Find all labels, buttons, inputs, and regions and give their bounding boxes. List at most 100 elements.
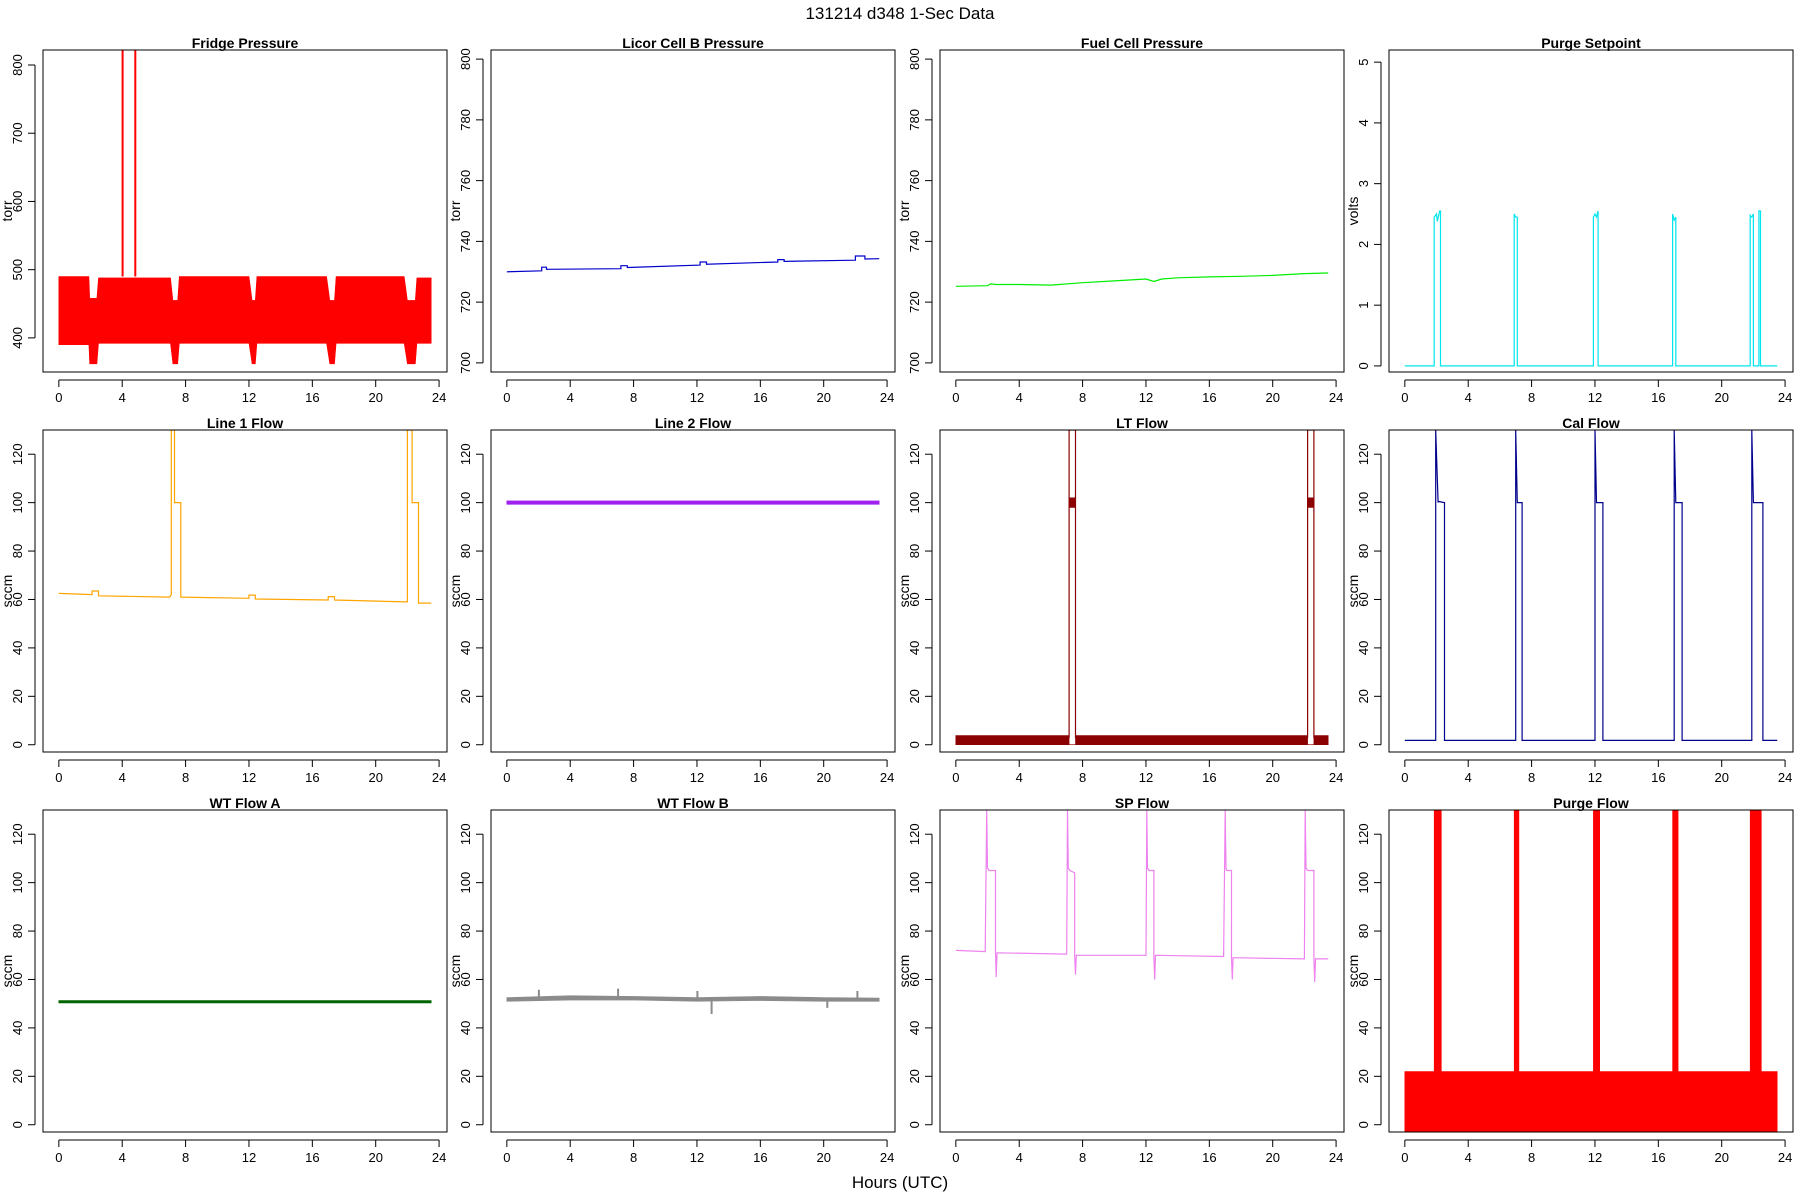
y-tick-label-line-2-flow-80: 80 (458, 544, 473, 558)
x-tick-label-line-2-flow-4: 4 (567, 770, 574, 785)
plot-frame-line-1-flow (42, 429, 448, 753)
plot-area-fridge-pressure (58, 50, 432, 365)
x-tick-label-line-2-flow-12: 12 (690, 770, 704, 785)
panel-title-fridge-pressure: Fridge Pressure (192, 35, 299, 51)
y-tick-label-line-1-flow-0: 0 (10, 741, 25, 748)
y-tick-label-purge-setpoint-1: 1 (1356, 302, 1371, 309)
y-tick-label-line-2-flow-120: 120 (458, 443, 473, 465)
plot-frame-licor-cell-b-pressure (490, 49, 896, 373)
y-tick-label-fuel-cell-pressure-700: 700 (907, 352, 922, 374)
x-tick-label-wt-flow-b-20: 20 (816, 1150, 830, 1165)
x-tick-label-purge-flow-4: 4 (1465, 1150, 1472, 1165)
plot-frame-cal-flow (1388, 429, 1794, 753)
x-tick-label-wt-flow-a-24: 24 (432, 1150, 446, 1165)
x-tick-label-line-2-flow-24: 24 (880, 770, 894, 785)
y-tick-label-purge-flow-100: 100 (1356, 872, 1371, 894)
x-tick-label-line-1-flow-20: 20 (368, 770, 382, 785)
y-tick-label-fuel-cell-pressure-780: 780 (907, 109, 922, 131)
x-tick-label-fridge-pressure-4: 4 (119, 390, 126, 405)
x-tick-label-wt-flow-b-16: 16 (753, 1150, 767, 1165)
x-tick-label-fridge-pressure-12: 12 (242, 390, 256, 405)
series-line-fridge-pressure-1 (121, 50, 124, 277)
x-tick-label-lt-flow-8: 8 (1079, 770, 1086, 785)
x-tick-label-line-2-flow-20: 20 (816, 770, 830, 785)
plot-frame-wt-flow-a (42, 809, 448, 1133)
panel-cal-flow: Cal Flow 0 4 8 12 16 20 24 0 20 40 60 80 100 120 sccm (1345, 415, 1794, 785)
series-band-fridge-pressure-0 (58, 276, 432, 365)
y-tick-label-lt-flow-120: 120 (907, 443, 922, 465)
x-tick-label-wt-flow-b-12: 12 (690, 1150, 704, 1165)
panel-line-2-flow: Line 2 Flow 0 4 8 12 16 20 24 0 20 40 60 80 100 120 scc… (447, 415, 896, 785)
y-tick-label-line-2-flow-0: 0 (458, 741, 473, 748)
y-tick-label-cal-flow-120: 120 (1356, 443, 1371, 465)
y-axis-label-fridge-pressure: torr (0, 200, 15, 221)
series-band-lt-flow-2 (1307, 497, 1315, 508)
y-tick-label-sp-flow-40: 40 (907, 1021, 922, 1035)
y-tick-label-lt-flow-100: 100 (907, 492, 922, 514)
y-axis-label-fuel-cell-pressure: torr (896, 200, 912, 221)
y-tick-label-licor-cell-b-pressure-740: 740 (458, 231, 473, 253)
x-tick-label-purge-flow-20: 20 (1714, 1150, 1728, 1165)
plot-area-line-1-flow (58, 430, 432, 604)
y-tick-label-sp-flow-80: 80 (907, 924, 922, 938)
series-band-wt-flow-b-0 (506, 995, 880, 1002)
series-line-lt-flow-3 (1068, 430, 1077, 739)
series-band-lt-flow-0 (955, 735, 1329, 745)
x-tick-label-cal-flow-4: 4 (1465, 770, 1472, 785)
x-tick-label-fridge-pressure-0: 0 (55, 390, 62, 405)
series-band-lt-flow-1 (1068, 497, 1076, 508)
x-tick-label-purge-flow-0: 0 (1401, 1150, 1408, 1165)
x-tick-label-fridge-pressure-24: 24 (432, 390, 446, 405)
x-tick-label-lt-flow-24: 24 (1329, 770, 1343, 785)
x-tick-label-licor-cell-b-pressure-8: 8 (630, 390, 637, 405)
y-tick-label-cal-flow-100: 100 (1356, 492, 1371, 514)
y-tick-label-purge-setpoint-5: 5 (1356, 59, 1371, 66)
plot-area-cal-flow (1404, 430, 1778, 742)
y-tick-label-sp-flow-100: 100 (907, 872, 922, 894)
x-tick-label-licor-cell-b-pressure-4: 4 (567, 390, 574, 405)
y-axis-label-licor-cell-b-pressure: torr (447, 200, 463, 221)
y-tick-label-line-1-flow-80: 80 (10, 544, 25, 558)
x-tick-label-line-2-flow-16: 16 (753, 770, 767, 785)
y-tick-label-wt-flow-b-60: 60 (458, 972, 473, 986)
x-tick-label-fuel-cell-pressure-0: 0 (952, 390, 959, 405)
plot-area-purge-setpoint (1404, 210, 1778, 367)
y-tick-label-wt-flow-a-60: 60 (10, 972, 25, 986)
y-tick-label-wt-flow-b-0: 0 (458, 1121, 473, 1128)
y-tick-label-wt-flow-a-20: 20 (10, 1069, 25, 1083)
y-tick-label-fuel-cell-pressure-800: 800 (907, 48, 922, 70)
x-tick-label-fuel-cell-pressure-4: 4 (1016, 390, 1023, 405)
x-tick-label-wt-flow-a-0: 0 (55, 1150, 62, 1165)
x-tick-label-lt-flow-4: 4 (1016, 770, 1023, 785)
plot-area-lt-flow (955, 430, 1329, 745)
y-tick-label-fridge-pressure-400: 400 (10, 327, 25, 349)
y-tick-label-sp-flow-60: 60 (907, 972, 922, 986)
x-tick-label-licor-cell-b-pressure-0: 0 (503, 390, 510, 405)
y-tick-label-lt-flow-20: 20 (907, 689, 922, 703)
x-tick-label-wt-flow-a-12: 12 (242, 1150, 256, 1165)
y-tick-label-wt-flow-a-40: 40 (10, 1021, 25, 1035)
x-tick-label-cal-flow-24: 24 (1778, 770, 1792, 785)
plot-frame-purge-flow (1388, 809, 1794, 1133)
x-tick-label-fuel-cell-pressure-12: 12 (1139, 390, 1153, 405)
x-tick-label-line-1-flow-24: 24 (432, 770, 446, 785)
series-line-cal-flow-0 (1404, 430, 1778, 742)
x-tick-label-wt-flow-a-8: 8 (182, 1150, 189, 1165)
x-tick-label-sp-flow-8: 8 (1079, 1150, 1086, 1165)
x-tick-label-cal-flow-20: 20 (1714, 770, 1728, 785)
panel-title-line-1-flow: Line 1 Flow (207, 415, 283, 431)
x-tick-label-fridge-pressure-16: 16 (305, 390, 319, 405)
x-tick-label-cal-flow-12: 12 (1588, 770, 1602, 785)
x-tick-label-purge-setpoint-12: 12 (1588, 390, 1602, 405)
panel-sp-flow: SP Flow 0 4 8 12 16 20 24 0 20 40 60 80 100 120 sccm (896, 795, 1345, 1165)
y-tick-label-licor-cell-b-pressure-780: 780 (458, 109, 473, 131)
y-tick-label-lt-flow-40: 40 (907, 641, 922, 655)
y-axis-label-purge-flow: sccm (1345, 955, 1361, 988)
y-tick-label-fridge-pressure-500: 500 (10, 259, 25, 281)
series-band-purge-flow-5 (1749, 810, 1762, 1132)
x-tick-label-fridge-pressure-8: 8 (182, 390, 189, 405)
series-line-wt-flow-b-1 (537, 989, 540, 999)
x-tick-label-purge-setpoint-20: 20 (1714, 390, 1728, 405)
x-tick-label-purge-flow-8: 8 (1528, 1150, 1535, 1165)
